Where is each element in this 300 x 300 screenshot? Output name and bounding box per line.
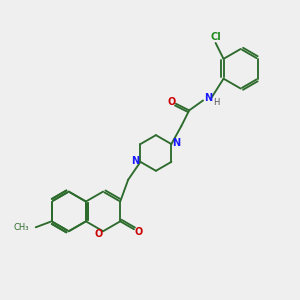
Text: N: N (131, 156, 140, 166)
Text: O: O (134, 227, 142, 237)
Text: H: H (213, 98, 219, 107)
Text: N: N (204, 94, 212, 103)
Text: N: N (172, 138, 180, 148)
Text: O: O (167, 97, 175, 106)
Text: CH₃: CH₃ (13, 223, 29, 232)
Text: Cl: Cl (210, 32, 221, 42)
Text: O: O (95, 229, 103, 239)
